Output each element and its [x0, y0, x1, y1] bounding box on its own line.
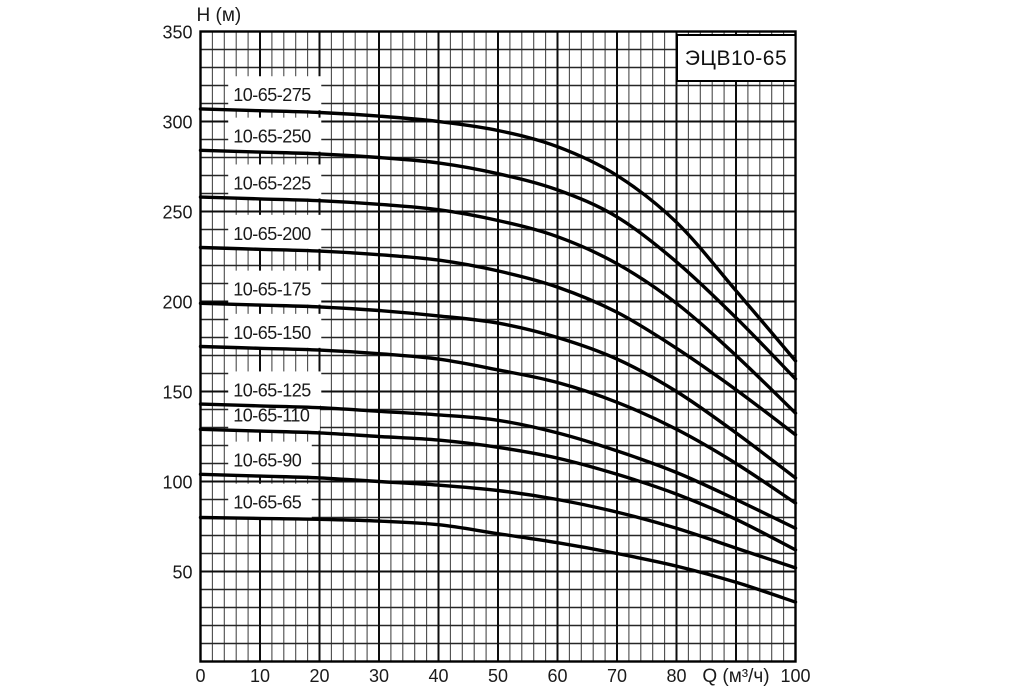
y-tick-50: 50 — [172, 563, 192, 583]
y-tick-150: 150 — [162, 383, 192, 403]
curve-label-10-65-275: 10-65-275 — [233, 85, 311, 105]
x-tick-80: 80 — [666, 666, 686, 686]
x-tick-0: 0 — [195, 666, 205, 686]
x-axis-title: Q (м³/ч) — [702, 666, 769, 687]
curve-label-mask — [228, 441, 312, 476]
y-tick-250: 250 — [162, 203, 192, 223]
curve-label-mask — [228, 483, 312, 518]
curve-10-65-225 — [198, 195, 798, 415]
y-tick-350: 350 — [162, 23, 192, 43]
chart-title-box — [676, 34, 797, 82]
curve-label-10-65-90: 10-65-90 — [233, 451, 302, 471]
curve-label-mask — [228, 396, 320, 431]
curve-label-mask — [228, 164, 322, 199]
x-tick-20: 20 — [309, 666, 329, 686]
curve-10-65-200 — [198, 245, 798, 437]
y-tick-300: 300 — [162, 113, 192, 133]
pump-curves — [198, 107, 798, 604]
curve-label-mask — [228, 313, 322, 348]
curve-10-65-65 — [198, 515, 798, 604]
y-axis-title: H (м) — [197, 5, 242, 26]
curve-label-mask — [228, 214, 322, 249]
curve-label-mask — [228, 270, 322, 305]
curve-label-masks — [228, 76, 322, 518]
x-axis-tick-labels: 0 10 20 30 40 50 60 70 80 100 Q (м³/ч) — [195, 666, 810, 687]
curve-label-10-65-125: 10-65-125 — [233, 380, 311, 400]
curve-10-65-90 — [198, 472, 798, 570]
curve-10-65-175 — [198, 301, 798, 480]
curve-label-10-65-110: 10-65-110 — [233, 406, 310, 426]
x-tick-60: 60 — [547, 666, 567, 686]
x-tick-30: 30 — [369, 666, 389, 686]
curve-label-10-65-200: 10-65-200 — [233, 224, 311, 244]
curve-label-10-65-65: 10-65-65 — [233, 493, 302, 513]
curve-label-10-65-225: 10-65-225 — [233, 173, 311, 193]
curve-label-10-65-175: 10-65-175 — [233, 280, 311, 300]
chart-title: ЭЦВ10-65 — [685, 47, 787, 70]
x-tick-40: 40 — [428, 666, 448, 686]
y-tick-200: 200 — [162, 293, 192, 313]
curve-10-65-125 — [198, 402, 798, 530]
curve-10-65-275 — [198, 107, 798, 363]
curve-10-65-250 — [198, 148, 798, 381]
curve-10-65-150 — [198, 344, 798, 505]
y-tick-100: 100 — [162, 473, 192, 493]
curve-label-10-65-250: 10-65-250 — [233, 127, 311, 147]
curve-label-10-65-150: 10-65-150 — [233, 323, 311, 343]
x-tick-100: 100 — [780, 666, 810, 686]
x-tick-70: 70 — [607, 666, 627, 686]
curve-10-65-110 — [198, 427, 798, 552]
x-tick-10: 10 — [250, 666, 270, 686]
y-axis-tick-labels: 50 100 150 200 250 300 350 — [162, 23, 192, 583]
curve-label-mask — [228, 117, 322, 152]
x-tick-50: 50 — [488, 666, 508, 686]
curve-labels: 10-65-275 10-65-250 10-65-225 10-65-200 10-6… — [233, 85, 312, 513]
curve-label-mask — [228, 76, 322, 111]
